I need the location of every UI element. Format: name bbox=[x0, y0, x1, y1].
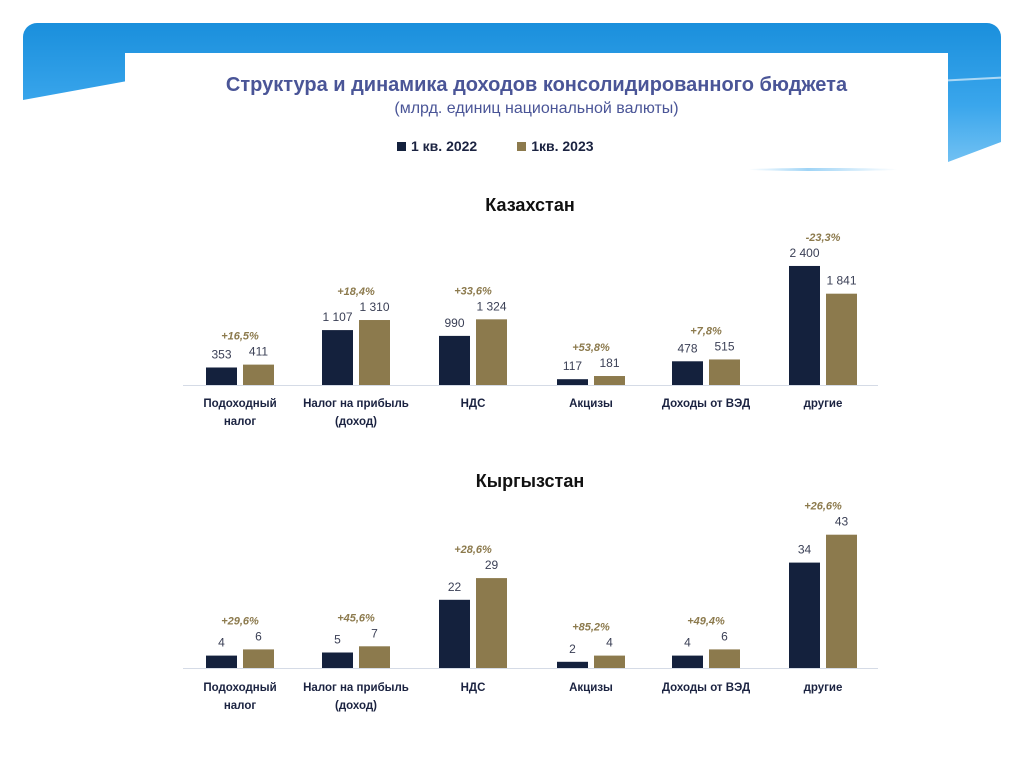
change-label-kazakhstan-0: +16,5% bbox=[221, 331, 259, 343]
category-label-kazakhstan-4: Доходы от ВЭД bbox=[662, 398, 750, 410]
bar-kyrgyzstan-2022-2 bbox=[439, 599, 470, 668]
category-label-kazakhstan-5: другие bbox=[804, 398, 843, 410]
value-label-kazakhstan-2022-5: 2 400 bbox=[789, 246, 819, 260]
change-label-kazakhstan-4: +7,8% bbox=[690, 325, 722, 337]
value-label-kazakhstan-2023-0: 411 bbox=[249, 345, 268, 359]
value-label-kyrgyzstan-2022-3: 2 bbox=[569, 642, 576, 656]
legend-item-2023: 1кв. 2023 bbox=[517, 138, 594, 154]
bar-kazakhstan-2022-4 bbox=[672, 361, 703, 385]
bar-kazakhstan-2023-5 bbox=[826, 293, 857, 385]
bar-kyrgyzstan-2023-3 bbox=[594, 655, 625, 668]
bar-kyrgyzstan-2022-1 bbox=[322, 652, 353, 668]
value-label-kazakhstan-2023-3: 181 bbox=[599, 356, 619, 370]
bar-kyrgyzstan-2023-0 bbox=[243, 649, 274, 668]
panel-underline-accent bbox=[748, 168, 898, 171]
change-label-kazakhstan-5: -23,3% bbox=[806, 232, 841, 244]
category-label-kyrgyzstan-5: другие bbox=[804, 682, 843, 694]
bar-kyrgyzstan-2022-3 bbox=[557, 661, 588, 668]
bar-kyrgyzstan-2022-0 bbox=[206, 655, 237, 668]
value-label-kazakhstan-2022-0: 353 bbox=[211, 347, 231, 361]
chart-title-kyrgyzstan: Кыргызстан bbox=[476, 471, 584, 491]
category-label-kyrgyzstan-2: НДС bbox=[461, 682, 486, 694]
category-label-kazakhstan-2: НДС bbox=[461, 398, 486, 410]
category-label-kyrgyzstan-4: Доходы от ВЭД bbox=[662, 682, 750, 694]
chart-title-kazakhstan: Казахстан bbox=[485, 195, 574, 215]
bar-kyrgyzstan-2023-4 bbox=[709, 649, 740, 668]
value-label-kazakhstan-2022-1: 1 107 bbox=[322, 310, 352, 324]
value-label-kazakhstan-2023-1: 1 310 bbox=[359, 300, 389, 314]
bar-kazakhstan-2022-0 bbox=[206, 367, 237, 385]
bar-kyrgyzstan-2023-2 bbox=[476, 578, 507, 668]
change-label-kazakhstan-1: +18,4% bbox=[337, 286, 375, 298]
change-label-kazakhstan-3: +53,8% bbox=[572, 342, 610, 354]
bar-kazakhstan-2022-3 bbox=[557, 379, 588, 385]
value-label-kazakhstan-2022-4: 478 bbox=[677, 341, 697, 355]
slide-title: Структура и динамика доходов консолидиро… bbox=[225, 74, 848, 96]
value-label-kyrgyzstan-2023-2: 29 bbox=[485, 558, 499, 572]
bar-kazakhstan-2023-3 bbox=[594, 376, 625, 385]
change-label-kazakhstan-2: +33,6% bbox=[454, 285, 492, 297]
value-label-kyrgyzstan-2023-0: 6 bbox=[255, 629, 262, 643]
change-label-kyrgyzstan-5: +26,6% bbox=[804, 501, 842, 513]
value-label-kazakhstan-2023-5: 1 841 bbox=[826, 274, 856, 288]
bar-kazakhstan-2023-0 bbox=[243, 364, 274, 385]
value-label-kazakhstan-2023-2: 1 324 bbox=[476, 299, 506, 313]
category-label-kyrgyzstan-1-line2: (доход) bbox=[335, 700, 377, 712]
bar-kyrgyzstan-2023-5 bbox=[826, 534, 857, 668]
category-label-kazakhstan-0: Подоходный bbox=[203, 398, 276, 410]
bar-kazakhstan-2023-4 bbox=[709, 359, 740, 385]
value-label-kyrgyzstan-2022-0: 4 bbox=[218, 636, 225, 650]
legend-swatch-2023 bbox=[517, 141, 527, 151]
legend-label-2022: 1 кв. 2022 bbox=[411, 138, 478, 154]
value-label-kazakhstan-2023-4: 515 bbox=[714, 339, 734, 353]
category-label-kazakhstan-1-line2: (доход) bbox=[335, 416, 377, 428]
bar-kazakhstan-2023-1 bbox=[359, 320, 390, 385]
value-label-kyrgyzstan-2023-4: 6 bbox=[721, 629, 728, 643]
change-label-kyrgyzstan-0: +29,6% bbox=[221, 615, 259, 627]
value-label-kyrgyzstan-2023-5: 43 bbox=[835, 515, 849, 529]
slide-subtitle: (млрд. единиц национальной валюты) bbox=[394, 100, 679, 117]
value-label-kyrgyzstan-2022-4: 4 bbox=[684, 636, 691, 650]
legend-label-2023: 1кв. 2023 bbox=[531, 138, 594, 154]
category-label-kazakhstan-3: Акцизы bbox=[569, 398, 613, 410]
change-label-kyrgyzstan-4: +49,4% bbox=[687, 615, 725, 627]
value-label-kazakhstan-2022-3: 117 bbox=[563, 359, 582, 373]
bar-kazakhstan-2022-2 bbox=[439, 335, 470, 385]
change-label-kyrgyzstan-2: +28,6% bbox=[454, 544, 492, 556]
bar-kyrgyzstan-2023-1 bbox=[359, 646, 390, 668]
value-label-kyrgyzstan-2022-1: 5 bbox=[334, 633, 341, 647]
category-label-kyrgyzstan-0: Подоходный bbox=[203, 682, 276, 694]
bar-kyrgyzstan-2022-4 bbox=[672, 655, 703, 668]
category-label-kyrgyzstan-1: Налог на прибыль bbox=[303, 682, 409, 694]
change-label-kyrgyzstan-1: +45,6% bbox=[337, 612, 375, 624]
value-label-kyrgyzstan-2022-5: 34 bbox=[798, 543, 812, 557]
value-label-kazakhstan-2022-2: 990 bbox=[444, 316, 464, 330]
bar-kyrgyzstan-2022-5 bbox=[789, 562, 820, 668]
value-label-kyrgyzstan-2022-2: 22 bbox=[448, 580, 462, 594]
bar-kazakhstan-2023-2 bbox=[476, 319, 507, 385]
legend-item-2022: 1 кв. 2022 bbox=[397, 138, 477, 154]
category-label-kyrgyzstan-3: Акцизы bbox=[569, 682, 613, 694]
category-label-kyrgyzstan-0-line2: налог bbox=[224, 700, 257, 712]
value-label-kyrgyzstan-2023-1: 7 bbox=[371, 626, 378, 640]
legend-swatch-2022 bbox=[397, 141, 406, 151]
bar-kazakhstan-2022-1 bbox=[322, 330, 353, 385]
change-label-kyrgyzstan-3: +85,2% bbox=[572, 622, 610, 634]
value-label-kyrgyzstan-2023-3: 4 bbox=[606, 636, 613, 650]
category-label-kazakhstan-0-line2: налог bbox=[224, 416, 257, 428]
category-label-kazakhstan-1: Налог на прибыль bbox=[303, 398, 409, 410]
chart-legend: 1 кв. 2022 1кв. 2023 bbox=[397, 138, 594, 154]
bar-kazakhstan-2022-5 bbox=[789, 265, 820, 385]
